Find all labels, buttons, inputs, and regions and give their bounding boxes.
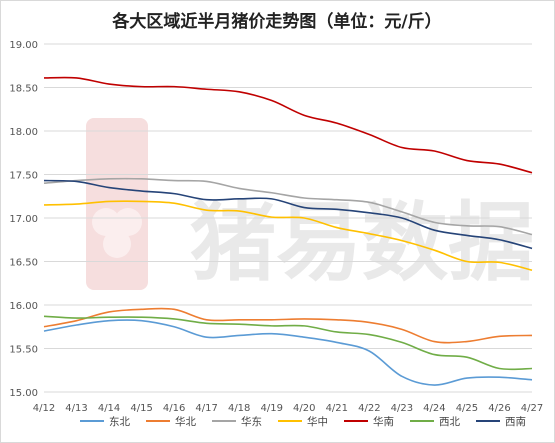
y-tick-label: 17.00: [9, 214, 38, 225]
y-tick-label: 19.00: [9, 40, 38, 51]
watermark: 猪易数据: [86, 118, 534, 293]
x-tick-label: 4/15: [130, 403, 152, 414]
x-tick-label: 4/21: [326, 403, 348, 414]
y-tick-label: 16.00: [9, 301, 38, 312]
x-tick-label: 4/13: [65, 403, 87, 414]
watermark-logo-circle: [103, 230, 131, 258]
series-line-3: [43, 200, 533, 271]
series-line-0: [43, 319, 533, 386]
x-tick-label: 4/24: [423, 403, 445, 414]
x-tick-label: 4/17: [195, 403, 217, 414]
watermark-logo-circle: [114, 208, 142, 236]
legend-label: 华北: [175, 415, 196, 428]
y-tick-label: 18.00: [9, 127, 38, 138]
legend: 东北 华北 华东 华中 华南 西北 西南: [80, 415, 526, 428]
y-tick-label: 17.50: [9, 171, 38, 182]
series-lines: [43, 76, 533, 386]
chart-title: 各大区域近半月猪价走势图（单位：元/斤）: [111, 11, 441, 32]
y-tick-label: 15.50: [9, 345, 38, 356]
watermark-text: 猪易数据: [190, 193, 534, 293]
legend-label: 西北: [439, 416, 460, 428]
x-tick-label: 4/18: [228, 403, 250, 414]
y-axis-ticks: 15.00 15.50 16.00 16.50 17.00 17.50 18.00 18.50…: [9, 40, 38, 399]
series-line-1: [43, 307, 533, 344]
x-tick-label: 4/23: [391, 403, 413, 414]
legend-label: 西南: [505, 415, 526, 428]
x-tick-label: 4/27: [521, 403, 543, 414]
gridlines: [44, 43, 532, 393]
x-tick-label: 4/12: [33, 403, 55, 414]
y-tick-label: 15.00: [9, 388, 38, 399]
y-tick-label: 18.50: [9, 84, 38, 95]
x-tick-label: 4/14: [98, 403, 120, 414]
watermark-logo-circle: [92, 208, 120, 236]
x-tick-label: 4/20: [293, 403, 315, 414]
legend-label: 华东: [241, 415, 262, 428]
series-line-6: [43, 179, 533, 250]
x-tick-label: 4/19: [260, 403, 282, 414]
y-tick-label: 16.50: [9, 258, 38, 269]
legend-label: 华南: [373, 415, 394, 428]
x-tick-label: 4/22: [358, 403, 380, 414]
legend-label: 东北: [109, 415, 130, 428]
x-tick-label: 4/25: [456, 403, 478, 414]
watermark-logo: [86, 118, 148, 290]
x-tick-label: 4/16: [163, 403, 185, 414]
legend-label: 华中: [307, 415, 328, 428]
series-line-4: [43, 76, 533, 174]
x-axis-ticks: 4/12 4/13 4/14 4/15 4/16 4/17 4/18 4/19 4/20 4/21…: [33, 403, 543, 414]
x-tick-label: 4/26: [488, 403, 510, 414]
series-line-2: [43, 177, 533, 236]
series-line-5: [43, 315, 533, 371]
